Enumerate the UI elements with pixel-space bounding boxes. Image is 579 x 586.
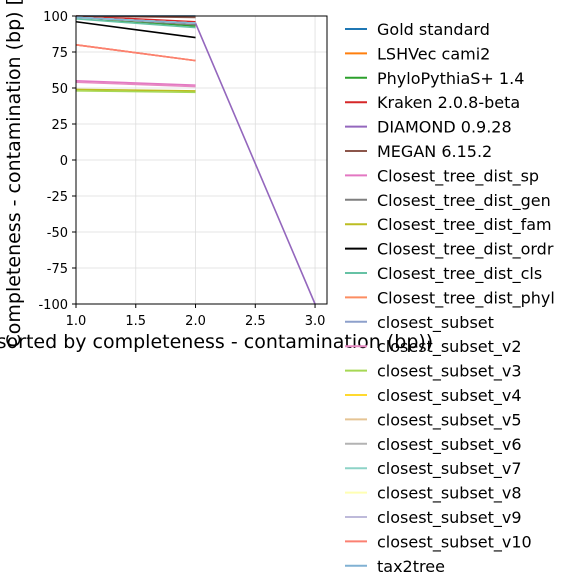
legend-label: Closest_tree_dist_sp: [377, 166, 539, 186]
legend-label: DIAMOND 0.9.28: [377, 118, 512, 137]
grid-lines: [75, 15, 327, 305]
y-tick-label: 75: [51, 46, 68, 61]
legend-label: Closest_tree_dist_ordr: [377, 240, 554, 260]
legend-label: closest_subset_v5: [377, 410, 522, 430]
y-tick-label: -25: [47, 190, 68, 205]
legend-label: Closest_tree_dist_phyl: [377, 288, 555, 308]
legend-label: closest_subset_v4: [377, 386, 522, 406]
legend-label: LSHVec cami2: [377, 44, 490, 63]
x-axis-ticks: 1.0 1.5 2.0 2.5 3.0: [66, 304, 326, 329]
y-tick-label: 50: [51, 82, 68, 97]
legend-label: PhyloPythiaS+ 1.4: [377, 69, 524, 88]
legend-label: Closest_tree_dist_fam: [377, 215, 552, 235]
y-axis-ticks: 100 75 50 25 0 -25 -50 -75 -100: [38, 10, 76, 313]
y-tick-label: 0: [60, 154, 68, 169]
series-line: [75, 16, 196, 24]
x-tick-label: 1.5: [125, 314, 146, 329]
y-axis-label: Completeness - contamination (bp) [%]: [3, 0, 25, 348]
legend-label: Closest_tree_dist_cls: [377, 264, 542, 284]
y-tick-label: -100: [38, 298, 68, 313]
legend-label: Gold standard: [377, 20, 490, 39]
legend-label: closest_subset_v6: [377, 435, 522, 455]
y-tick-label: 25: [51, 118, 68, 133]
legend-label: MEGAN 6.15.2: [377, 142, 492, 161]
y-tick-label: -75: [47, 262, 68, 277]
y-tick-label: 100: [43, 10, 68, 25]
legend: Gold standard LSHVec cami2 PhyloPythiaS+ 1…: [345, 20, 555, 576]
x-tick-label: 1.0: [66, 314, 87, 329]
legend-label: closest_subset: [377, 313, 494, 333]
legend-label: closest_subset_v10: [377, 532, 532, 552]
series-line: [75, 88, 196, 92]
series-line: [75, 44, 196, 62]
series-line: [75, 20, 196, 39]
legend-label: Closest_tree_dist_gen: [377, 191, 551, 211]
legend-label: closest_subset_v2: [377, 337, 522, 357]
x-tick-label: 2.5: [245, 314, 266, 329]
series-line: [75, 80, 196, 86]
legend-label: closest_subset_v9: [377, 508, 522, 528]
legend-label: closest_subset_v3: [377, 362, 522, 382]
x-tick-label: 2.0: [185, 314, 206, 329]
series-line: [75, 90, 196, 94]
series-line: [75, 18, 196, 29]
plot-series: [75, 15, 316, 305]
legend-label: Kraken 2.0.8-beta: [377, 93, 520, 112]
legend-label: closest_subset_v7: [377, 459, 522, 479]
legend-label: tax2tree: [377, 557, 445, 576]
x-tick-label: 3.0: [305, 314, 326, 329]
legend-label: closest_subset_v8: [377, 484, 522, 504]
y-tick-label: -50: [47, 226, 68, 241]
x-axis-label: bin (sorted by completeness - contaminat…: [0, 331, 433, 353]
series-line: [75, 81, 196, 88]
